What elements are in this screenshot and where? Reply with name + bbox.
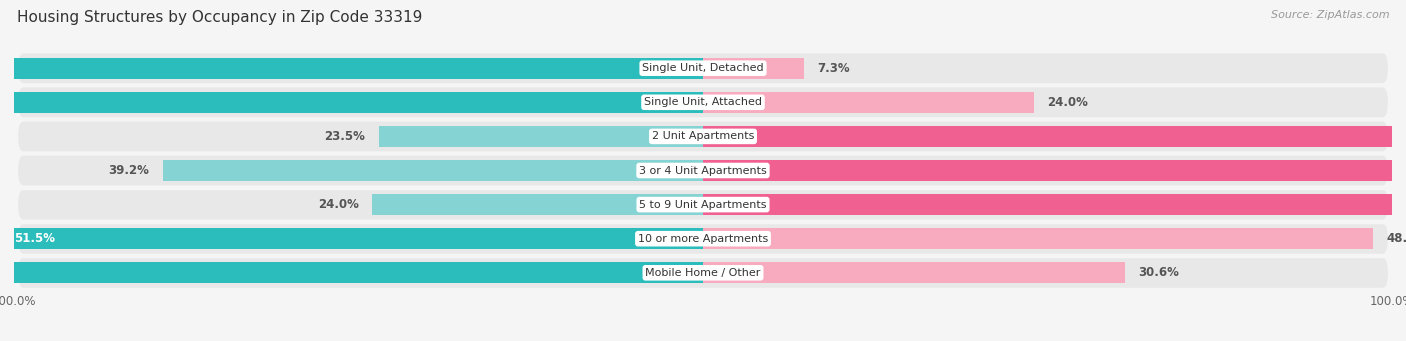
Text: 24.0%: 24.0% (1047, 96, 1088, 109)
FancyBboxPatch shape (18, 53, 1388, 83)
Text: Single Unit, Attached: Single Unit, Attached (644, 97, 762, 107)
Bar (703, 160, 1406, 181)
Bar (703, 126, 1406, 147)
FancyBboxPatch shape (18, 87, 1388, 117)
FancyBboxPatch shape (18, 190, 1388, 220)
Text: Mobile Home / Other: Mobile Home / Other (645, 268, 761, 278)
Bar (703, 58, 804, 79)
Text: Housing Structures by Occupancy in Zip Code 33319: Housing Structures by Occupancy in Zip C… (17, 10, 422, 25)
Text: 3 or 4 Unit Apartments: 3 or 4 Unit Apartments (640, 165, 766, 176)
FancyBboxPatch shape (18, 121, 1388, 151)
Bar (0, 262, 703, 283)
FancyBboxPatch shape (18, 258, 1388, 288)
Text: 30.6%: 30.6% (1139, 266, 1180, 279)
Bar (0, 92, 703, 113)
Text: 51.5%: 51.5% (14, 232, 55, 245)
Text: Source: ZipAtlas.com: Source: ZipAtlas.com (1271, 10, 1389, 20)
Bar (163, 160, 703, 181)
Bar (0, 58, 703, 79)
Text: 5 to 9 Unit Apartments: 5 to 9 Unit Apartments (640, 199, 766, 210)
Text: Single Unit, Detached: Single Unit, Detached (643, 63, 763, 73)
FancyBboxPatch shape (18, 155, 1388, 186)
Bar (703, 92, 1033, 113)
Bar (373, 194, 703, 215)
Text: 39.2%: 39.2% (108, 164, 149, 177)
Text: 10 or more Apartments: 10 or more Apartments (638, 234, 768, 244)
Text: 2 Unit Apartments: 2 Unit Apartments (652, 131, 754, 142)
Text: 48.6%: 48.6% (1386, 232, 1406, 245)
Bar (703, 228, 1372, 249)
Legend: Owner-occupied, Renter-occupied: Owner-occupied, Renter-occupied (565, 337, 841, 341)
Bar (703, 262, 1125, 283)
Bar (380, 126, 703, 147)
Text: 24.0%: 24.0% (318, 198, 359, 211)
FancyBboxPatch shape (18, 224, 1388, 254)
Bar (703, 194, 1406, 215)
Bar (0, 228, 703, 249)
Text: 23.5%: 23.5% (325, 130, 366, 143)
Text: 7.3%: 7.3% (817, 62, 851, 75)
